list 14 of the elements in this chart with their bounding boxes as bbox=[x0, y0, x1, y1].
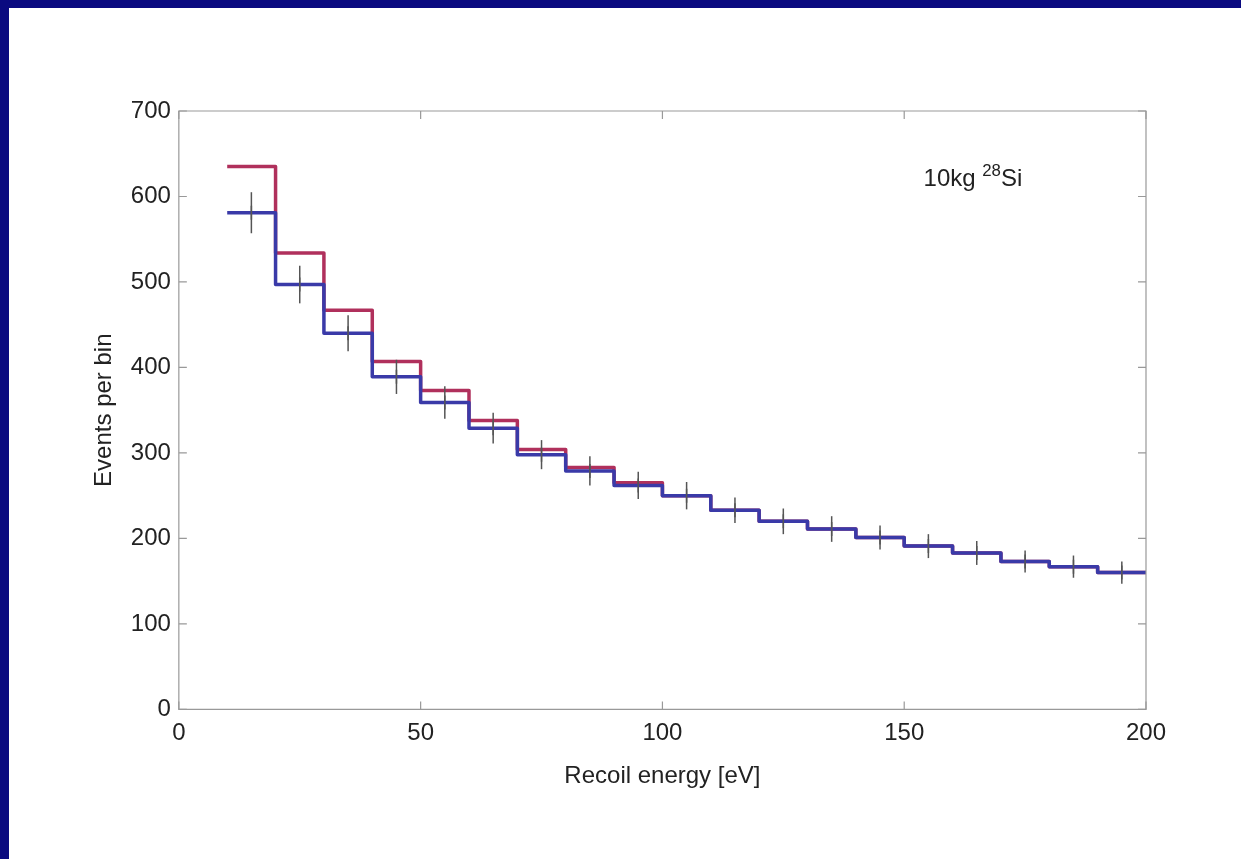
y-tick-label: 300 bbox=[130, 437, 171, 465]
y-tick-label: 200 bbox=[130, 523, 171, 551]
x-tick-label: 50 bbox=[407, 718, 434, 746]
x-tick-label: 150 bbox=[884, 718, 925, 746]
x-tick-label: 200 bbox=[1125, 718, 1167, 746]
x-tick-label: 100 bbox=[642, 718, 683, 746]
y-tick-label: 0 bbox=[157, 694, 171, 722]
y-tick-label: 100 bbox=[130, 608, 171, 636]
x-axis-title: Recoil energy [eV] bbox=[564, 761, 761, 789]
y-tick-label: 400 bbox=[130, 352, 171, 380]
y-tick-label: 700 bbox=[130, 95, 171, 123]
y-tick-label: 600 bbox=[130, 181, 171, 209]
y-tick-label: 500 bbox=[130, 266, 171, 294]
y-axis-title: Events per bin bbox=[89, 333, 117, 487]
